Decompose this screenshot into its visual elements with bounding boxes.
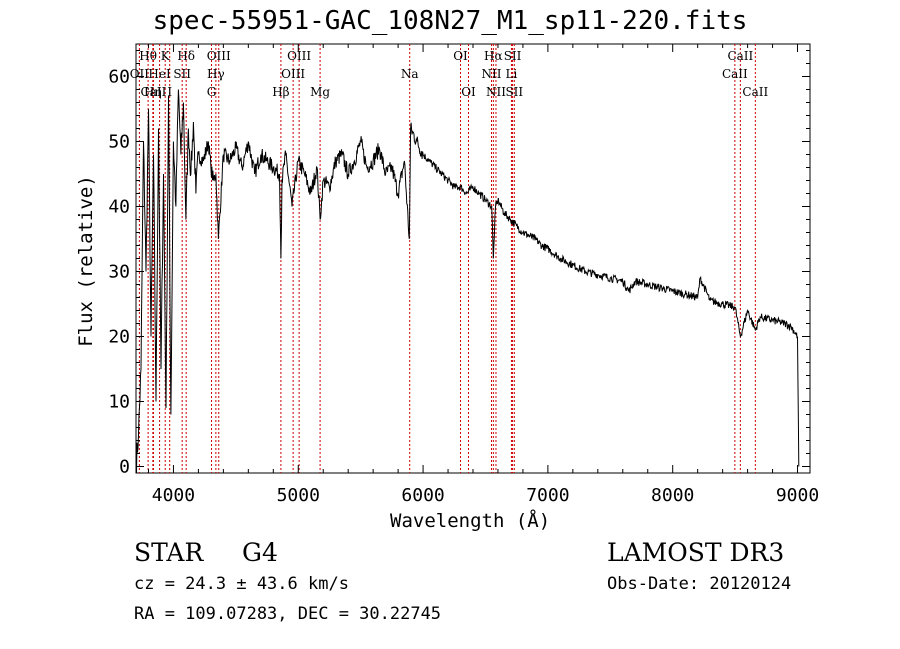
spectrum-line xyxy=(135,89,800,474)
line-label: G xyxy=(207,85,217,99)
line-label: SII xyxy=(504,49,522,63)
y-axis-label: Flux (relative) xyxy=(75,175,97,347)
line-markers xyxy=(138,44,756,473)
line-label: OIII xyxy=(281,67,305,81)
plot-frame xyxy=(135,43,811,474)
line-label: OI xyxy=(453,49,468,63)
line-label: Hα xyxy=(484,49,503,63)
line-label: NII xyxy=(481,67,501,81)
line-label: Hδ xyxy=(177,49,195,63)
x-axis-label: Wavelength (Å) xyxy=(390,510,551,532)
line-label: HeI xyxy=(148,67,171,81)
line-label: NII xyxy=(486,85,506,99)
line-label: OII xyxy=(130,67,150,81)
x-tick-label: 5000 xyxy=(277,485,320,506)
y-tick-label: 10 xyxy=(108,392,130,413)
line-label: CaII xyxy=(742,85,768,99)
line-label: Hβ xyxy=(272,85,289,99)
object-subclass: G4 xyxy=(242,538,278,567)
line-label: Hθ xyxy=(139,49,157,63)
chart-title: spec-55951-GAC_108N27_M1_sp11-220.fits xyxy=(152,6,748,36)
radec-text: RA = 109.07283, DEC = 30.22745 xyxy=(134,604,442,624)
line-label: OIII xyxy=(207,49,231,63)
line-label: Li xyxy=(506,67,518,81)
y-tick-label: 0 xyxy=(119,457,130,478)
y-tick-label: 20 xyxy=(108,327,130,348)
line-label: Mg xyxy=(310,85,330,99)
line-label: Na xyxy=(401,67,419,81)
line-label: OI xyxy=(461,85,476,99)
line-label: Hγ xyxy=(207,67,225,81)
line-label: Hη xyxy=(144,85,162,99)
line-label: CaII xyxy=(141,85,167,99)
obs-date-text: Obs-Date: 20120124 xyxy=(607,574,792,594)
survey-name: LAMOST DR3 xyxy=(607,538,785,567)
y-tick-label: 40 xyxy=(108,197,130,218)
line-label: SII xyxy=(173,67,191,81)
redshift-text: cz = 24.3 ± 43.6 km/s xyxy=(134,574,349,594)
x-tick-label: 9000 xyxy=(776,485,819,506)
axis-ticks: 4000 5000 6000 7000 8000 9000 0 10 20 30 40 50 60 xyxy=(108,44,819,506)
line-label: CaII xyxy=(727,49,753,63)
y-tick-label: 60 xyxy=(108,67,130,88)
object-class: STAR xyxy=(134,538,204,567)
x-tick-label: 6000 xyxy=(401,485,444,506)
line-label: SII xyxy=(505,85,523,99)
y-tick-label: 30 xyxy=(108,262,130,283)
line-label: CaII xyxy=(722,67,748,81)
line-label: K xyxy=(161,49,171,63)
x-tick-label: 8000 xyxy=(651,485,694,506)
x-tick-label: 4000 xyxy=(152,485,195,506)
x-tick-label: 7000 xyxy=(526,485,569,506)
line-label: I xyxy=(167,85,172,99)
line-label: OIII xyxy=(287,49,311,63)
y-tick-label: 50 xyxy=(108,132,130,153)
